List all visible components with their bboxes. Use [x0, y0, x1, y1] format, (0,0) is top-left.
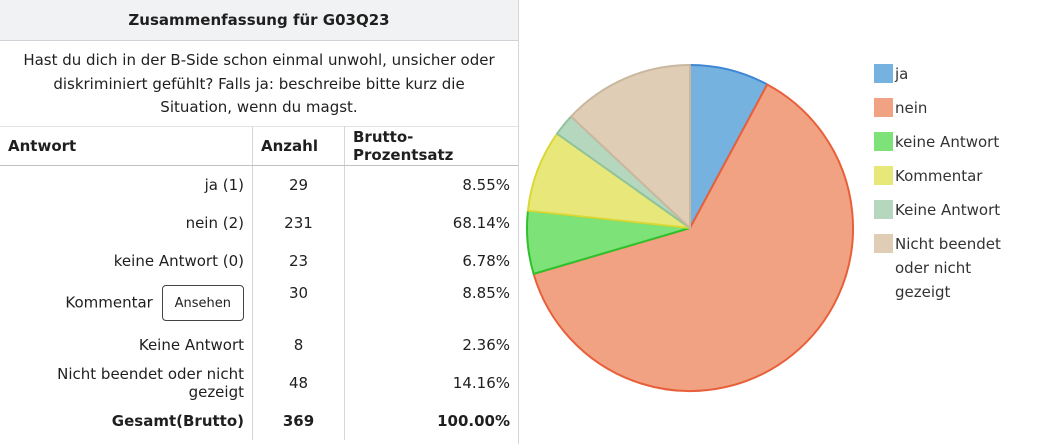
- view-comments-button[interactable]: Ansehen: [161, 285, 244, 321]
- chart-legend: ja nein keine Antwort Kommentar Keine Antwor…: [874, 62, 1034, 314]
- table-row: keine Antwort (0) 23 6.78%: [0, 242, 518, 280]
- header-answer: Antwort: [0, 126, 253, 166]
- question-text: Hast du dich in der B-Side schon einmal …: [23, 51, 495, 116]
- row-percent: 8.55%: [462, 176, 510, 194]
- header-count: Anzahl: [252, 126, 345, 166]
- legend-item: Nicht beendet oder nicht gezeigt: [874, 232, 1034, 304]
- legend-swatch: [874, 166, 893, 185]
- row-answer-cell: Kommentar Ansehen: [0, 280, 253, 326]
- row-percent: 14.16%: [452, 374, 510, 392]
- row-answer: keine Antwort (0): [113, 252, 244, 270]
- legend-label: keine Antwort: [895, 133, 1000, 151]
- row-count: 23: [252, 242, 345, 280]
- row-count: 231: [252, 204, 345, 242]
- pie-slice: [532, 83, 854, 392]
- row-percent: 6.78%: [462, 252, 510, 270]
- row-percent: 8.85%: [462, 284, 510, 302]
- row-answer: Nicht beendet oder nicht gezeigt: [57, 365, 244, 401]
- pie-chart: [526, 64, 854, 392]
- row-percent: 2.36%: [462, 336, 510, 354]
- legend-swatch: [874, 200, 893, 219]
- results-table: Antwort Anzahl Brutto-Prozentsatz ja (1)…: [0, 126, 518, 440]
- legend-swatch: [874, 64, 893, 83]
- legend-swatch: [874, 132, 893, 151]
- legend-item: keine Antwort: [874, 130, 1034, 154]
- row-answer: Kommentar: [65, 293, 153, 312]
- table-total-row: Gesamt(Brutto) 369 100.00%: [0, 402, 518, 440]
- pie-slice: [570, 64, 691, 229]
- table-row: nein (2) 231 68.14%: [0, 204, 518, 242]
- row-count: 8: [252, 326, 345, 364]
- table-row: Kommentar Ansehen 30 8.85%: [0, 280, 518, 326]
- total-count: 369: [252, 402, 345, 440]
- row-answer: nein (2): [185, 214, 244, 232]
- legend-item: Kommentar: [874, 164, 1034, 188]
- pie-chart-area: [520, 0, 1040, 444]
- legend-label: Kommentar: [895, 167, 983, 185]
- row-answer: ja (1): [204, 176, 244, 194]
- legend-label: nein: [895, 99, 928, 117]
- header-percent: Brutto-Prozentsatz: [344, 126, 518, 166]
- legend-label: Keine Antwort: [895, 201, 1001, 219]
- table-header-row: Antwort Anzahl Brutto-Prozentsatz: [0, 126, 518, 166]
- legend-item: Keine Antwort: [874, 198, 1034, 222]
- row-count: 29: [252, 165, 345, 204]
- row-count: 30: [252, 280, 345, 326]
- summary-title: Zusammenfassung für G03Q23: [0, 0, 518, 41]
- legend-swatch: [874, 98, 893, 117]
- table-row: Nicht beendet oder nicht gezeigt 48 14.1…: [0, 364, 518, 402]
- legend-item: nein: [874, 96, 1034, 120]
- total-percent: 100.00%: [437, 412, 510, 430]
- legend-label: ja: [895, 65, 909, 83]
- total-answer: Gesamt(Brutto): [111, 412, 244, 430]
- summary-panel: Zusammenfassung für G03Q23 Hast du dich …: [0, 0, 519, 444]
- legend-label: Nicht beendet oder nicht gezeigt: [895, 235, 1001, 301]
- row-count: 48: [252, 364, 345, 402]
- row-answer: Keine Antwort: [138, 336, 244, 354]
- table-row: Keine Antwort 8 2.36%: [0, 326, 518, 364]
- row-percent: 68.14%: [452, 214, 510, 232]
- legend-item: ja: [874, 62, 1034, 86]
- table-row: ja (1) 29 8.55%: [0, 165, 518, 204]
- legend-swatch: [874, 234, 893, 253]
